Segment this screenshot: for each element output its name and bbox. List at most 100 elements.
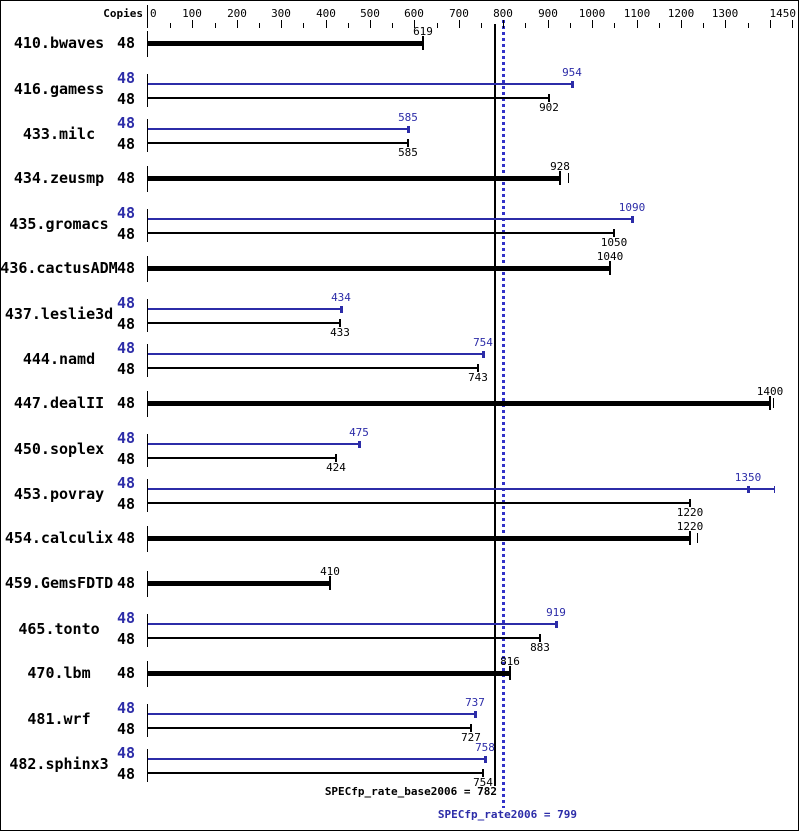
axis-tick xyxy=(237,20,238,28)
y-axis-segment xyxy=(147,119,148,152)
axis-tick-label: 200 xyxy=(227,7,247,20)
axis-tick-label: 0 xyxy=(150,7,157,20)
y-axis-segment xyxy=(147,661,148,687)
copies-value-peak: 48 xyxy=(116,294,136,312)
bar-base xyxy=(148,671,510,676)
copies-value-peak: 48 xyxy=(116,699,136,717)
bar-peak xyxy=(148,218,632,220)
benchmark-label: 436.cactusADM xyxy=(0,259,118,277)
benchmark-label: 416.gamess xyxy=(13,80,105,98)
axis-tick-label: 1100 xyxy=(623,7,651,20)
bar-base xyxy=(148,581,330,586)
copies-value-base: 48 xyxy=(116,90,136,108)
bar-base-runmark xyxy=(568,173,569,183)
bar-base-value: 1220 xyxy=(676,520,704,533)
bar-base-endcap xyxy=(613,229,615,237)
bar-base xyxy=(148,401,770,406)
bar-base-value: 883 xyxy=(530,641,550,654)
bar-base-value: 619 xyxy=(413,25,433,38)
axis-tick xyxy=(459,20,460,28)
axis-tick xyxy=(259,23,260,28)
bar-base-endcap xyxy=(689,499,691,507)
axis-tick xyxy=(725,20,726,28)
y-axis-segment xyxy=(147,526,148,552)
copies-value-base: 48 xyxy=(116,765,136,783)
copies-value-peak: 48 xyxy=(116,339,136,357)
bar-peak-value: 475 xyxy=(349,426,369,439)
axis-tick xyxy=(659,23,660,28)
bar-base xyxy=(148,637,540,639)
bar-peak-value: 1350 xyxy=(734,471,762,484)
bar-peak-endcap xyxy=(340,306,343,313)
bar-base-endcap xyxy=(477,364,479,372)
copies-value-base: 48 xyxy=(116,720,136,738)
axis-tick xyxy=(215,23,216,28)
benchmark-label: 481.wrf xyxy=(27,710,91,728)
axis-tick-label: 900 xyxy=(538,7,558,20)
bar-base xyxy=(148,176,560,181)
bar-base-value: 1400 xyxy=(756,385,784,398)
bar-peak xyxy=(148,443,359,445)
axis-tick xyxy=(281,20,282,28)
y-axis-segment xyxy=(147,256,148,282)
axis-tick xyxy=(792,20,793,28)
axis-tick xyxy=(481,23,482,28)
axis-tick xyxy=(503,20,504,28)
copies-value-base: 48 xyxy=(116,529,136,547)
bar-peak-endcap xyxy=(571,81,574,88)
axis-tick xyxy=(303,23,304,28)
bar-base-value: 902 xyxy=(539,101,559,114)
bar-base xyxy=(148,266,610,271)
bar-peak xyxy=(148,128,408,130)
bar-base-endcap xyxy=(509,666,511,680)
y-axis-segment xyxy=(147,614,148,647)
axis-tick xyxy=(592,20,593,28)
bar-base-value: 727 xyxy=(461,731,481,744)
copies-value-base: 48 xyxy=(116,394,136,412)
bar-base-endcap xyxy=(407,139,409,147)
axis-tick-label: 300 xyxy=(271,7,291,20)
copies-value-base: 48 xyxy=(116,34,136,52)
bar-peak-endcap xyxy=(482,351,485,358)
bar-base-endcap xyxy=(689,531,691,545)
bar-base xyxy=(148,322,340,324)
bar-peak-endcap xyxy=(631,216,634,223)
bar-base xyxy=(148,772,483,774)
axis-tick-label: 100 xyxy=(182,7,202,20)
benchmark-label: 435.gromacs xyxy=(9,215,109,233)
bar-base-value: 433 xyxy=(330,326,350,339)
bar-base-value: 743 xyxy=(468,371,488,384)
axis-tick xyxy=(525,23,526,28)
bar-base xyxy=(148,502,690,504)
bar-base-runmark xyxy=(773,398,774,408)
bar-peak xyxy=(148,758,485,760)
bar-peak-runmark xyxy=(774,486,775,493)
bar-base-endcap xyxy=(609,261,611,275)
bar-base xyxy=(148,232,614,234)
bar-base-value: 1050 xyxy=(600,236,628,249)
axis-tick-label: 1450 xyxy=(769,7,797,20)
benchmark-label: 459.GemsFDTD xyxy=(4,574,114,592)
copies-value-peak: 48 xyxy=(116,474,136,492)
axis-tick xyxy=(748,23,749,28)
copies-value-base: 48 xyxy=(116,450,136,468)
bar-peak-endcap xyxy=(358,441,361,448)
benchmark-label: 433.milc xyxy=(22,125,96,143)
copies-value-peak: 48 xyxy=(116,744,136,762)
bar-base xyxy=(148,727,471,729)
benchmark-label: 437.leslie3d xyxy=(4,305,114,323)
bar-peak xyxy=(148,713,475,715)
bar-peak-value: 919 xyxy=(546,606,566,619)
bar-base-runmark xyxy=(697,533,698,543)
axis-tick xyxy=(348,23,349,28)
benchmark-label: 470.lbm xyxy=(27,664,91,682)
bar-base-endcap xyxy=(548,94,550,102)
axis-tick xyxy=(681,20,682,28)
benchmark-label: 444.namd xyxy=(22,350,96,368)
axis-tick xyxy=(637,20,638,28)
y-axis-segment xyxy=(147,391,148,417)
header-axis-separator xyxy=(147,5,148,28)
bar-base-value: 410 xyxy=(320,565,340,578)
bar-base-endcap xyxy=(329,576,331,590)
